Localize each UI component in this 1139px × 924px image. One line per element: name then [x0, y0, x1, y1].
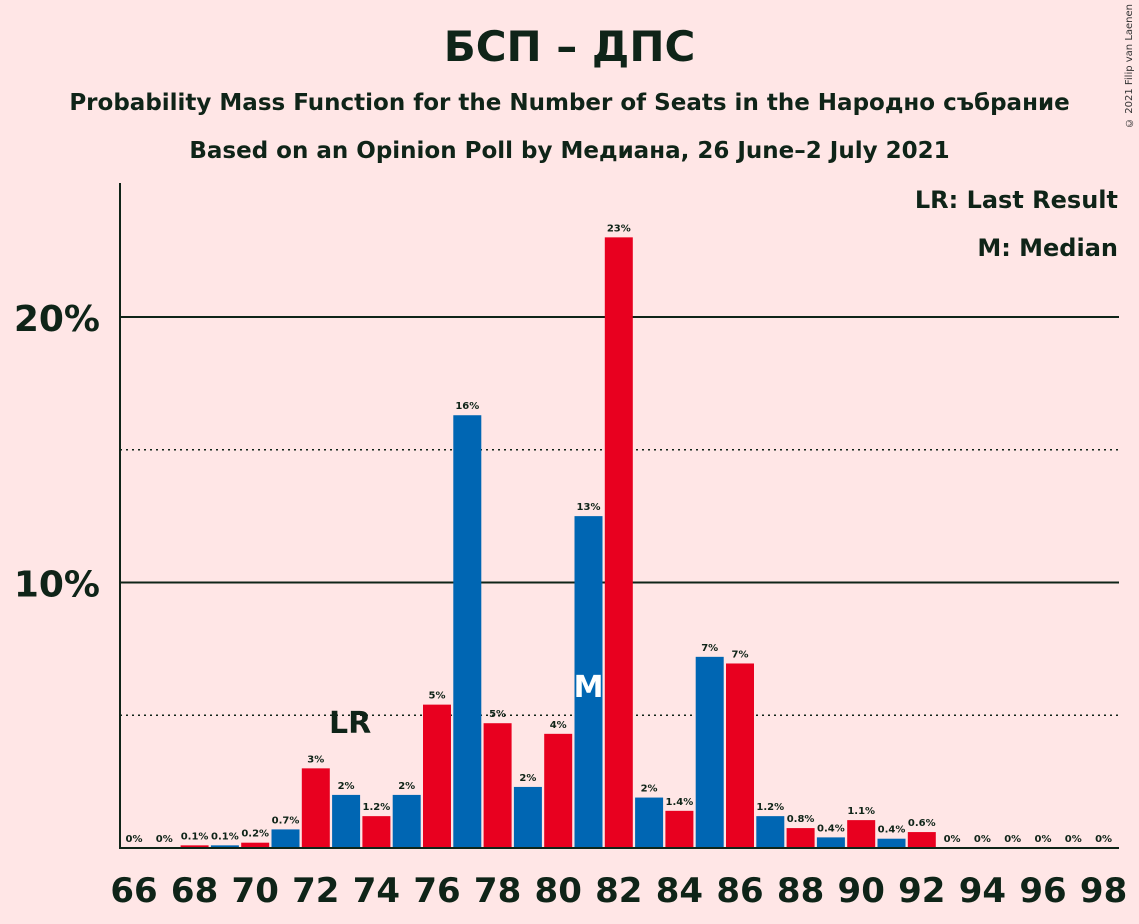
bar-seat-78 — [483, 723, 512, 848]
x-tick-label: 88 — [777, 871, 824, 911]
x-tick-label: 68 — [171, 871, 218, 911]
bar-value-label: 3% — [307, 754, 324, 765]
bar-seat-92 — [907, 832, 936, 848]
bar-seat-71 — [271, 829, 300, 848]
bar-seat-87 — [756, 816, 785, 848]
bar-seat-90 — [847, 820, 876, 848]
bar-value-label: 2% — [519, 773, 536, 784]
bar-value-label: 0.8% — [787, 814, 815, 825]
bar-seat-85 — [695, 656, 724, 848]
bar-seat-80 — [544, 733, 573, 848]
bar-seat-82 — [604, 237, 633, 849]
x-tick-label: 72 — [292, 871, 339, 911]
bar-seat-89 — [816, 837, 845, 848]
x-tick-label: 76 — [413, 871, 460, 911]
x-tick-label: 84 — [656, 871, 703, 911]
bar-seat-86 — [726, 663, 754, 848]
x-tick-label: 74 — [353, 871, 400, 911]
bar-value-label: 1.2% — [756, 802, 784, 813]
x-tick-label: 86 — [716, 871, 763, 911]
chart-subtitle: Probability Mass Function for the Number… — [69, 90, 1070, 116]
bar-value-label: 0% — [974, 834, 991, 845]
bar-value-label: 2% — [338, 781, 355, 792]
bar-value-label: 0% — [1035, 834, 1052, 845]
bar-value-label: 16% — [455, 401, 479, 412]
bar-value-label: 2% — [641, 784, 658, 795]
x-tick-label: 66 — [110, 871, 157, 911]
x-tick-label: 98 — [1080, 871, 1127, 911]
legend-last-result: LR: Last Result — [914, 186, 1118, 214]
bar-seat-76 — [423, 704, 451, 848]
bar-value-label: 0% — [126, 834, 143, 845]
x-tick-label: 94 — [959, 871, 1006, 911]
bar-value-label: 2% — [398, 781, 415, 792]
bar-value-label: 13% — [577, 502, 601, 513]
bar-seat-70 — [241, 842, 270, 848]
bar-seat-79 — [513, 786, 542, 848]
y-tick-label: 10% — [14, 565, 100, 606]
bar-value-label: 7% — [732, 649, 749, 660]
x-tick-label: 90 — [838, 871, 885, 911]
chart-source: Based on an Opinion Poll by Медиана, 26 … — [189, 138, 950, 164]
bar-seat-69 — [210, 845, 239, 848]
y-tick-label: 20% — [14, 299, 100, 340]
bar-value-label: 0.4% — [878, 825, 906, 836]
bar-seat-72 — [301, 768, 330, 848]
bar-value-label: 0.6% — [908, 818, 936, 829]
bar-value-label: 0.7% — [272, 815, 300, 826]
bar-value-label: 0% — [1004, 834, 1021, 845]
bar-value-label: 0.1% — [181, 831, 209, 842]
last-result-marker: LR — [329, 706, 371, 741]
bar-seat-68 — [180, 845, 209, 848]
bar-seat-74 — [362, 816, 391, 848]
x-tick-label: 92 — [898, 871, 945, 911]
bar-seat-91 — [877, 838, 906, 848]
bar-seat-83 — [635, 797, 664, 848]
bar-value-label: 0.4% — [817, 823, 845, 834]
bar-value-label: 7% — [701, 643, 718, 654]
bar-value-label: 0% — [156, 834, 173, 845]
bar-seat-88 — [786, 828, 815, 848]
x-tick-label: 96 — [1019, 871, 1066, 911]
bar-value-label: 0.1% — [211, 831, 239, 842]
legend-median: M: Median — [977, 234, 1118, 262]
bar-seat-75 — [392, 794, 421, 848]
bar-value-label: 0.2% — [241, 829, 269, 840]
x-tick-label: 80 — [535, 871, 582, 911]
bar-seat-81 — [574, 516, 603, 848]
bar-value-label: 0% — [1095, 834, 1112, 845]
x-tick-label: 78 — [474, 871, 521, 911]
bar-value-label: 1.1% — [847, 806, 875, 817]
x-tick-label: 82 — [595, 871, 642, 911]
median-marker: M — [574, 670, 604, 705]
bar-value-label: 0% — [944, 834, 961, 845]
bar-value-label: 1.4% — [666, 797, 694, 808]
bar-value-label: 1.2% — [363, 802, 391, 813]
bar-value-label: 5% — [489, 709, 506, 720]
bar-value-label: 23% — [607, 223, 631, 234]
bar-seat-84 — [665, 810, 694, 848]
x-tick-label: 70 — [232, 871, 279, 911]
bar-seat-73 — [332, 794, 361, 848]
bar-value-label: 0% — [1065, 834, 1082, 845]
bar-seat-77 — [453, 415, 482, 848]
bar-value-label: 4% — [550, 720, 567, 731]
chart-title: БСП – ДПС — [443, 22, 696, 71]
bar-value-label: 5% — [429, 691, 446, 702]
